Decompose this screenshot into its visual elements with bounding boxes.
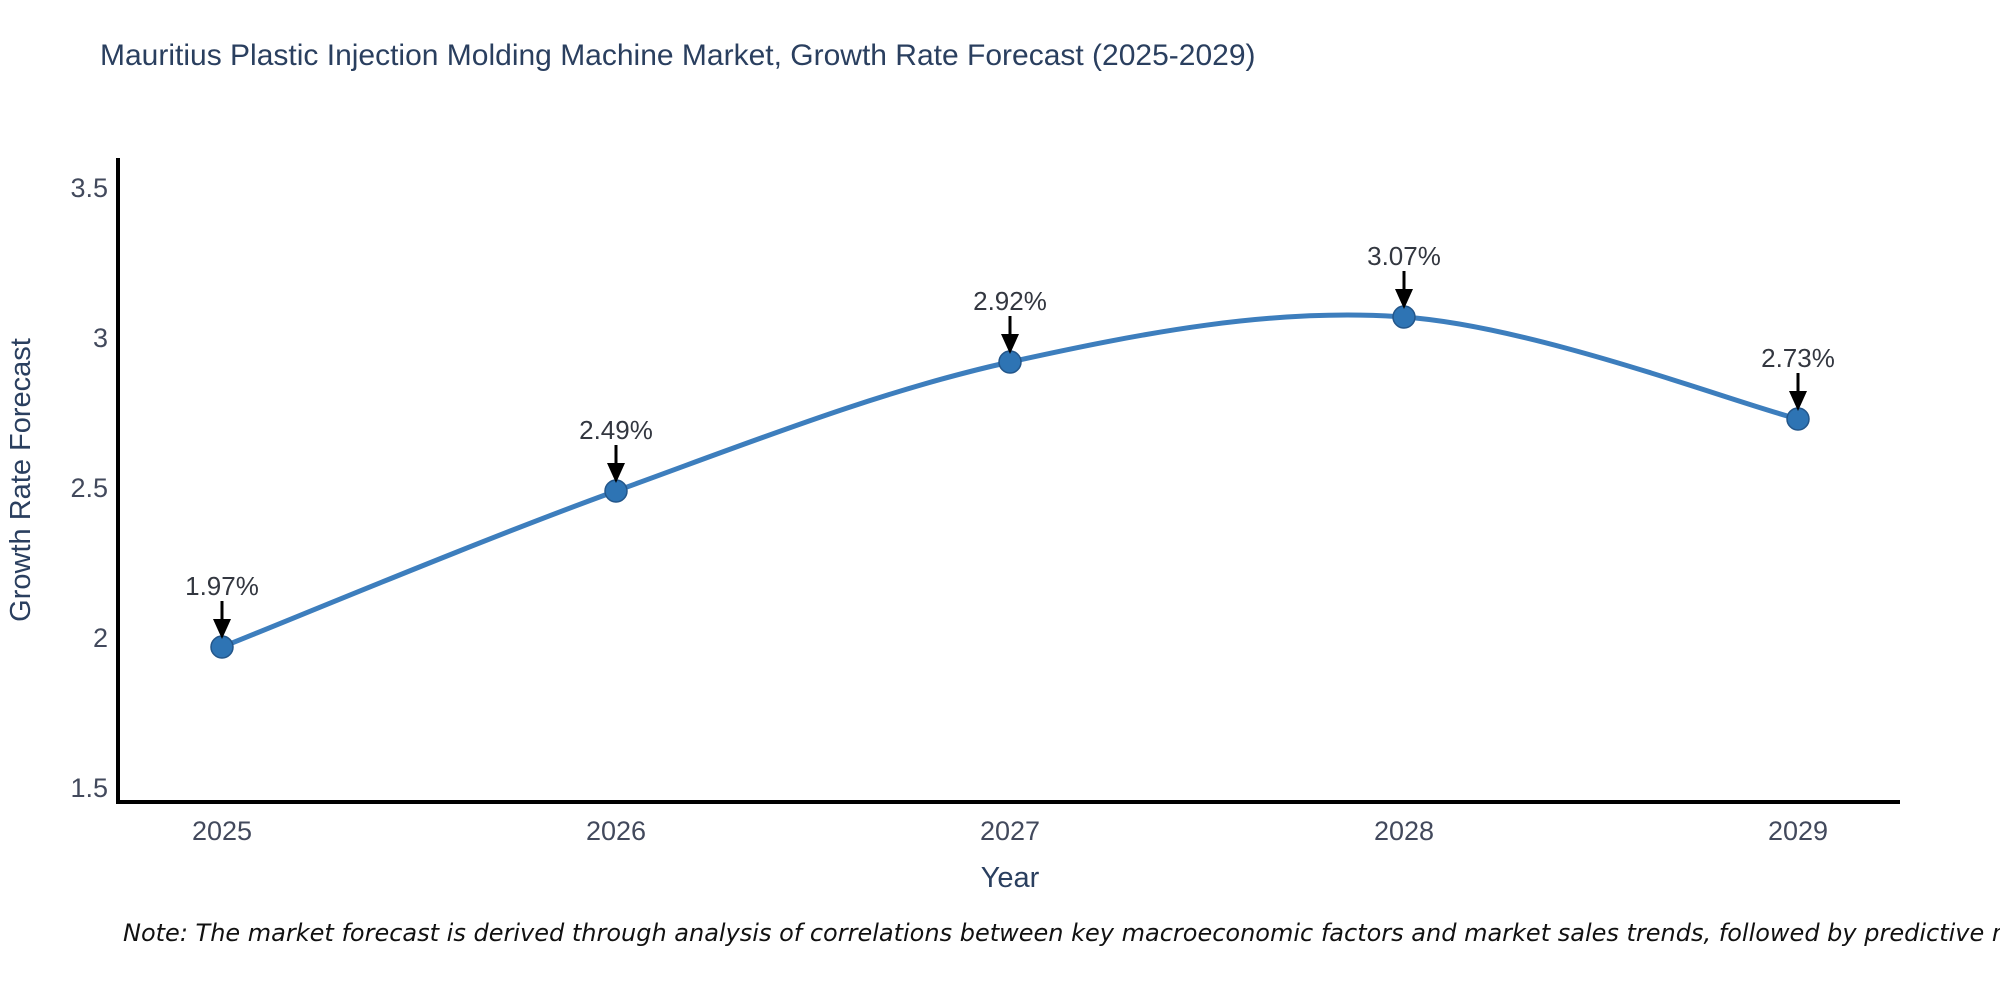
data-point-label: 1.97% [185, 571, 259, 601]
annotation-arrowhead [213, 619, 231, 639]
plot-area: 1.5 2 2.5 3 3.5 2025 2026 2027 2028 2029 1.97% 2.49… [70, 158, 1900, 846]
annotation-arrowhead [1395, 289, 1413, 309]
data-point-2025 [210, 635, 234, 659]
x-axis-title: Year [981, 862, 1040, 894]
footnote: Note: The market forecast is derived thr… [123, 919, 2000, 947]
data-point-2026 [604, 479, 628, 503]
data-point-label: 2.49% [579, 415, 653, 445]
x-tick-label: 2026 [586, 816, 646, 846]
data-point-label: 3.07% [1367, 241, 1441, 271]
data-point-label: 2.92% [973, 286, 1047, 316]
y-axis-title: Growth Rate Forecast [5, 338, 37, 622]
y-tick-label: 3.5 [70, 173, 108, 203]
x-tick-label: 2025 [192, 816, 252, 846]
data-point-2028 [1392, 305, 1416, 329]
y-tick-label: 1.5 [70, 773, 108, 803]
data-point-2029 [1786, 407, 1810, 431]
annotation-arrowhead [607, 463, 625, 483]
x-tick-label: 2029 [1768, 816, 1828, 846]
x-tick-label: 2027 [980, 816, 1040, 846]
y-tick-label: 3 [93, 323, 108, 353]
data-point-2027 [998, 350, 1022, 374]
annotation-arrowhead [1001, 334, 1019, 354]
y-tick-label: 2 [93, 623, 108, 653]
data-point-label: 2.73% [1761, 343, 1835, 373]
chart-title: Mauritius Plastic Injection Molding Mach… [100, 39, 1256, 72]
x-tick-label: 2028 [1374, 816, 1434, 846]
annotation-arrowhead [1789, 391, 1807, 411]
y-tick-label: 2.5 [70, 473, 108, 503]
